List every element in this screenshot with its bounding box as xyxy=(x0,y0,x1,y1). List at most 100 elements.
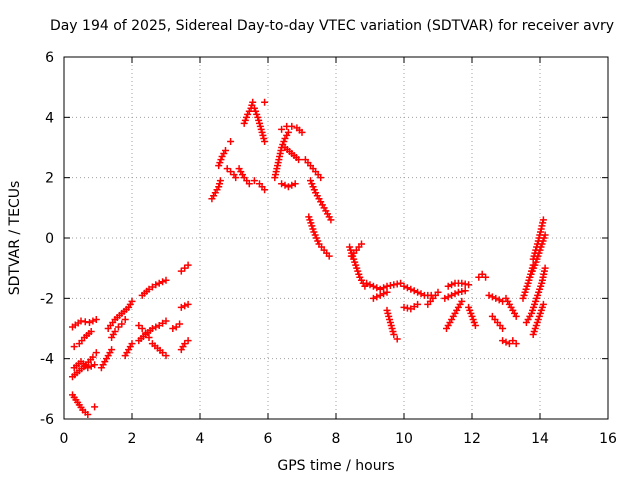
chart-title: Day 194 of 2025, Sidereal Day-to-day VTE… xyxy=(50,18,614,34)
data-point xyxy=(184,300,192,308)
data-point xyxy=(278,125,286,133)
data-point xyxy=(92,315,100,323)
data-point xyxy=(261,137,269,145)
data-point xyxy=(181,302,189,310)
data-point xyxy=(458,288,466,296)
data-point xyxy=(393,335,401,343)
data-point xyxy=(121,315,129,323)
x-tick-label: 10 xyxy=(395,431,413,447)
data-point xyxy=(461,280,469,288)
data-point xyxy=(448,291,456,299)
data-point xyxy=(499,325,507,332)
data-point xyxy=(118,320,126,328)
data-point xyxy=(403,304,411,312)
data-point xyxy=(77,317,85,325)
data-point xyxy=(390,281,398,289)
x-tick-label: 16 xyxy=(599,431,617,447)
data-point xyxy=(145,334,153,342)
data-point xyxy=(541,264,549,272)
data-point xyxy=(383,282,391,290)
y-axis-label: SDTVAR / TECUs xyxy=(7,181,23,296)
data-point xyxy=(325,252,333,260)
data-point xyxy=(495,296,503,304)
data-point xyxy=(434,288,442,296)
data-point xyxy=(502,338,510,346)
data-point xyxy=(512,340,520,348)
data-point xyxy=(400,282,408,290)
data-point xyxy=(159,278,167,286)
y-tick-label: 4 xyxy=(45,110,54,126)
data-point xyxy=(407,285,415,293)
x-tick-label: 4 xyxy=(196,431,205,447)
data-point xyxy=(291,180,299,188)
data-point xyxy=(471,321,479,329)
data-point xyxy=(363,279,371,287)
x-tick-label: 0 xyxy=(60,431,69,447)
x-tick-labels: 0 2 4 6 8 10 12 14 16 xyxy=(60,431,617,447)
gridlines xyxy=(64,57,608,419)
y-tick-label: 2 xyxy=(45,171,54,187)
data-point xyxy=(249,98,257,106)
data-point xyxy=(138,325,146,332)
data-point xyxy=(86,318,93,326)
data-point xyxy=(284,128,292,136)
data-point xyxy=(327,216,335,224)
data-point xyxy=(458,297,466,305)
data-point xyxy=(87,362,95,370)
data-point xyxy=(288,181,296,189)
data-point xyxy=(488,293,496,301)
x-tick-label: 14 xyxy=(531,431,549,447)
data-point xyxy=(448,281,456,289)
axis-ticks xyxy=(63,56,609,420)
data-point xyxy=(128,340,136,348)
data-point xyxy=(108,346,116,354)
data-point xyxy=(366,281,374,289)
y-tick-label: -6 xyxy=(40,412,54,428)
data-point xyxy=(414,300,422,308)
data-point xyxy=(380,284,388,292)
data-point xyxy=(403,284,411,292)
data-point xyxy=(383,288,391,296)
data-point xyxy=(539,300,547,308)
data-point xyxy=(142,329,150,337)
data-point xyxy=(410,287,418,295)
data-point xyxy=(444,293,452,301)
y-tick-label: -4 xyxy=(40,352,54,368)
data-point xyxy=(358,240,365,248)
data-point xyxy=(458,279,466,287)
data-point xyxy=(177,303,185,311)
data-point xyxy=(184,261,192,269)
data-point xyxy=(278,180,286,188)
data-point xyxy=(369,282,377,290)
data-point xyxy=(81,318,89,326)
data-point xyxy=(298,128,306,136)
data-point xyxy=(84,364,92,372)
data-point xyxy=(373,284,381,292)
data-point xyxy=(444,282,452,290)
data-point xyxy=(373,293,381,301)
data-point xyxy=(317,174,325,182)
x-tick-label: 12 xyxy=(463,431,481,447)
data-point xyxy=(148,325,156,332)
data-point xyxy=(390,331,398,339)
data-point xyxy=(92,349,100,357)
data-point xyxy=(91,361,99,369)
y-tick-label: 0 xyxy=(45,231,54,247)
data-point xyxy=(89,353,97,361)
x-tick-label: 2 xyxy=(128,431,137,447)
data-point xyxy=(284,183,292,191)
data-point xyxy=(155,279,163,287)
x-axis-label: GPS time / hours xyxy=(277,458,394,474)
data-point xyxy=(89,317,97,325)
data-point xyxy=(512,312,520,320)
data-point xyxy=(111,328,119,336)
data-point xyxy=(417,290,425,298)
data-point xyxy=(482,273,490,281)
data-point xyxy=(451,290,459,298)
data-point xyxy=(152,281,160,289)
data-point xyxy=(485,291,493,299)
x-tick-label: 8 xyxy=(332,431,341,447)
data-point xyxy=(295,156,303,164)
x-tick-label: 6 xyxy=(264,431,273,447)
data-point xyxy=(232,174,240,182)
